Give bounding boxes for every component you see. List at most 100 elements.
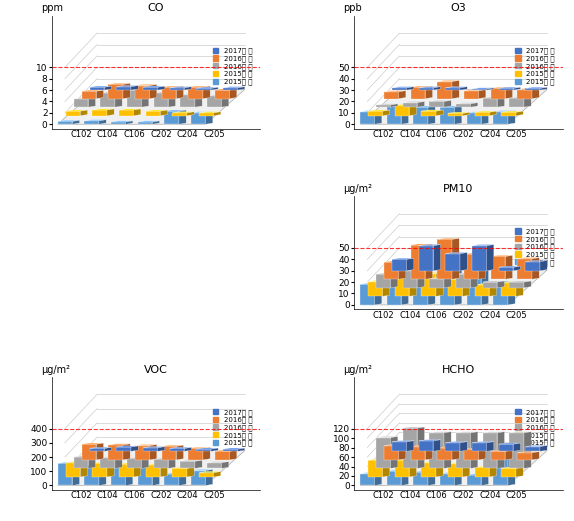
Polygon shape [433,244,440,271]
Polygon shape [444,101,451,107]
Polygon shape [108,84,123,98]
Polygon shape [425,86,433,98]
Polygon shape [395,270,409,296]
Polygon shape [433,86,440,90]
Polygon shape [413,472,428,486]
Polygon shape [203,448,210,460]
Polygon shape [168,92,176,107]
Polygon shape [472,443,487,451]
Polygon shape [179,110,186,124]
Polygon shape [88,97,95,107]
Polygon shape [509,281,531,282]
Polygon shape [392,442,406,451]
Polygon shape [525,260,547,262]
Polygon shape [479,90,486,98]
Polygon shape [472,89,487,90]
Polygon shape [448,464,463,477]
Polygon shape [57,462,80,463]
Polygon shape [172,111,194,113]
Polygon shape [184,448,192,451]
Polygon shape [180,93,202,95]
Polygon shape [418,440,440,441]
Polygon shape [57,120,80,121]
Polygon shape [406,86,414,90]
Polygon shape [429,102,444,107]
Polygon shape [418,246,433,271]
Text: μg/m²: μg/m² [41,365,70,375]
Polygon shape [57,463,72,486]
Polygon shape [445,443,460,451]
Polygon shape [142,457,149,468]
Polygon shape [401,272,409,305]
Polygon shape [505,450,513,460]
Polygon shape [440,267,462,268]
Polygon shape [154,92,176,93]
Polygon shape [384,91,406,92]
Polygon shape [464,254,479,279]
Polygon shape [395,105,409,116]
Polygon shape [100,458,115,468]
Polygon shape [384,262,399,279]
Polygon shape [524,97,531,107]
Polygon shape [532,452,539,460]
Polygon shape [143,87,158,90]
Polygon shape [188,449,203,460]
Polygon shape [152,121,160,124]
Polygon shape [395,459,417,461]
Polygon shape [188,86,210,87]
Polygon shape [395,104,417,105]
Polygon shape [360,473,382,474]
Polygon shape [138,122,152,124]
Polygon shape [360,451,547,486]
Polygon shape [410,86,433,87]
Polygon shape [162,446,176,460]
Polygon shape [417,427,425,468]
Polygon shape [143,448,158,451]
Title: VOC: VOC [144,365,168,375]
Polygon shape [376,438,391,468]
Polygon shape [376,105,391,107]
Polygon shape [440,107,455,124]
Polygon shape [410,244,433,245]
Polygon shape [509,432,531,433]
Legend: 2017년 상, 2016년 하, 2016년 상, 2015년 하, 2015년 상: 2017년 상, 2016년 하, 2016년 상, 2015년 하, 2015… [514,227,556,267]
Polygon shape [162,445,184,446]
Polygon shape [57,121,72,124]
Polygon shape [452,447,459,460]
Legend: 2017년 상, 2016년 하, 2016년 상, 2015년 하, 2015년 상: 2017년 상, 2016년 하, 2016년 상, 2015년 하, 2015… [514,407,556,448]
Polygon shape [497,97,505,107]
Polygon shape [214,472,221,477]
Polygon shape [464,90,486,91]
Polygon shape [417,102,425,107]
Polygon shape [509,97,531,98]
Polygon shape [82,443,103,444]
Polygon shape [513,87,521,90]
Polygon shape [501,283,516,296]
Polygon shape [191,113,205,124]
Polygon shape [90,86,111,87]
Polygon shape [508,110,515,124]
Polygon shape [452,80,459,98]
Polygon shape [172,467,194,468]
Polygon shape [90,449,104,451]
Polygon shape [472,246,487,271]
Polygon shape [437,238,459,240]
Polygon shape [406,258,414,271]
Polygon shape [215,450,237,451]
Polygon shape [143,86,165,87]
Polygon shape [387,472,401,486]
Polygon shape [487,442,494,451]
Polygon shape [499,89,513,90]
Polygon shape [483,433,497,468]
Polygon shape [142,89,149,107]
Polygon shape [472,244,494,246]
Polygon shape [499,267,513,271]
Polygon shape [524,432,531,468]
Polygon shape [92,462,114,463]
Polygon shape [455,473,462,486]
Polygon shape [214,111,221,116]
Polygon shape [117,86,131,90]
Polygon shape [532,89,539,98]
Polygon shape [406,441,414,451]
Polygon shape [387,272,409,273]
